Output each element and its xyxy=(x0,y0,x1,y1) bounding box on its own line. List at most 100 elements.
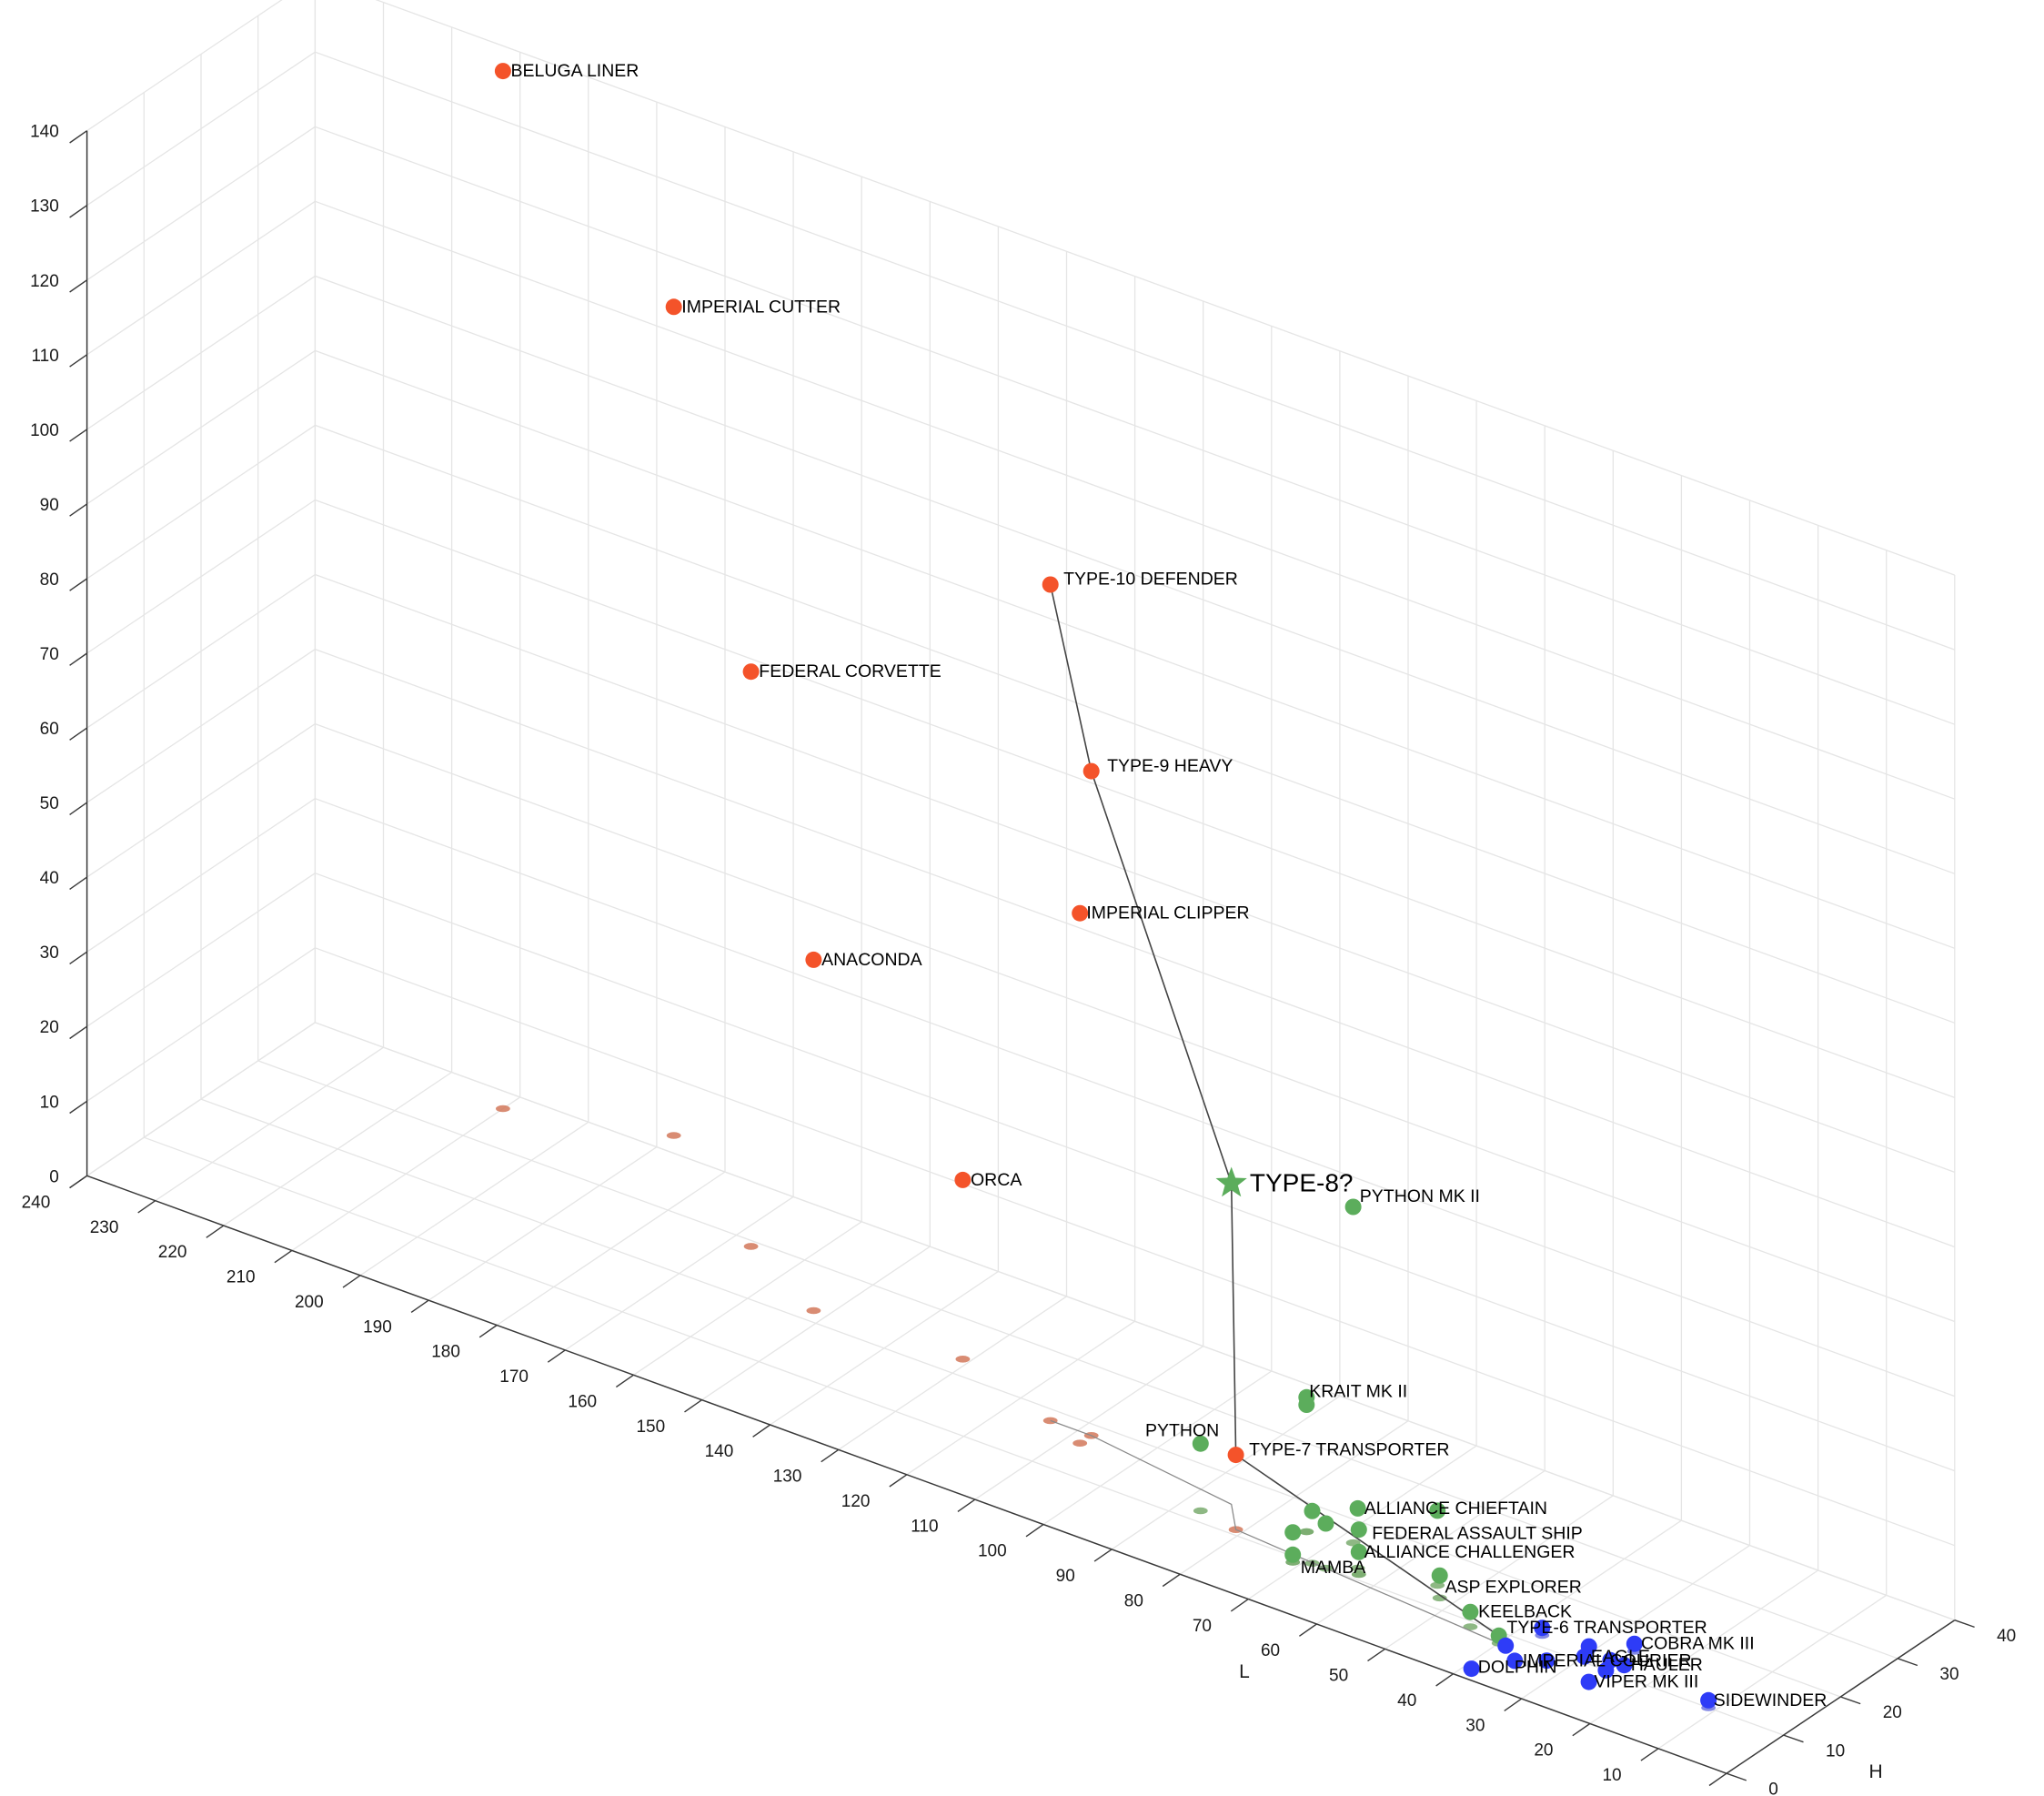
data-point xyxy=(1350,1521,1367,1539)
l-axis-tick-label: 180 xyxy=(431,1343,460,1362)
data-point xyxy=(1344,1198,1362,1216)
point-label-layer: BELUGA LINER IMPERIAL CUTTER FEDERAL CORVE… xyxy=(511,61,1828,1710)
gridline-side-w xyxy=(86,947,316,1102)
w-axis-tick xyxy=(69,578,87,591)
data-point xyxy=(1284,1524,1302,1541)
l-axis-tick xyxy=(1504,1698,1523,1711)
floor-shadow xyxy=(955,1356,971,1363)
l-axis-tick-label: 90 xyxy=(1056,1567,1075,1586)
point-label: ALLIANCE CHIEFTAIN xyxy=(1364,1498,1547,1519)
l-axis-tick-label: 60 xyxy=(1261,1641,1280,1660)
point-label: PYTHON MK II xyxy=(1360,1186,1480,1206)
l-axis-tick xyxy=(957,1498,976,1512)
data-point xyxy=(494,63,511,80)
floor-shadow xyxy=(1463,1623,1478,1630)
data-point xyxy=(1304,1502,1321,1519)
gridline-back-w xyxy=(315,51,1956,651)
point-label: IMPERIAL COURIER xyxy=(1523,1650,1692,1670)
data-point xyxy=(1462,1603,1479,1620)
w-axis-tick-label: 60 xyxy=(40,720,59,739)
point-label: TYPE-9 HEAVY xyxy=(1107,756,1233,776)
gridline-floor-h xyxy=(200,1098,1841,1698)
l-axis-tick-label: 220 xyxy=(158,1243,187,1262)
l-axis-tick-label: 80 xyxy=(1124,1591,1143,1610)
data-point xyxy=(742,663,760,681)
point-label: HAULER xyxy=(1631,1655,1703,1675)
l-axis-tick xyxy=(1708,1772,1727,1787)
w-axis-tick xyxy=(69,1025,88,1040)
h-axis-tick xyxy=(1783,1734,1804,1743)
l-axis-tick xyxy=(342,1275,361,1288)
gridline-back-w xyxy=(315,349,1956,949)
w-axis-tick-label: 100 xyxy=(30,421,59,440)
l-axis-tick-label: 30 xyxy=(1465,1716,1485,1735)
w-axis-tick-label: 10 xyxy=(40,1093,59,1112)
gridline-side-w xyxy=(86,51,316,207)
point-label: ALLIANCE CHALLENGER xyxy=(1364,1542,1576,1562)
w-axis-tick-label: 110 xyxy=(32,347,59,366)
point-label: SIDEWINDER xyxy=(1714,1690,1828,1710)
l-axis-tick xyxy=(889,1474,908,1488)
gridline-side-w xyxy=(86,0,283,132)
data-point xyxy=(1072,904,1089,922)
h-axis-tick-label: 20 xyxy=(1883,1703,1902,1722)
h-axis-tick xyxy=(1954,1619,1975,1629)
w-axis-tick xyxy=(69,1100,87,1115)
trend-line xyxy=(1049,584,1500,1637)
l-axis-tick-label: 200 xyxy=(295,1293,324,1312)
l-axis-tick xyxy=(1162,1573,1181,1588)
gridline-back-w xyxy=(315,873,1956,1472)
data-point xyxy=(1616,1657,1633,1674)
l-axis-tick-label: 120 xyxy=(841,1492,871,1511)
data-point xyxy=(954,1171,972,1188)
gridline-side-w xyxy=(86,873,316,1027)
w-axis-tick xyxy=(69,951,87,964)
w-axis-tick-label: 130 xyxy=(30,197,59,217)
data-point xyxy=(665,298,682,316)
data-point xyxy=(1082,762,1100,780)
point-label: TYPE-6 TRANSPORTER xyxy=(1506,1618,1707,1638)
floor-shadow xyxy=(1351,1570,1366,1579)
w-axis-title: W xyxy=(0,566,1,584)
point-label: TYPE-10 DEFENDER xyxy=(1063,570,1238,590)
point-label: IMPERIAL CUTTER xyxy=(681,297,841,317)
data-point xyxy=(1317,1515,1334,1532)
l-axis-tick xyxy=(752,1424,771,1438)
l-axis-title: L xyxy=(1239,1661,1250,1682)
gridline-back-w xyxy=(315,947,1956,1547)
point-label: MAMBA xyxy=(1301,1558,1366,1578)
l-axis-tick xyxy=(1640,1748,1659,1761)
data-point xyxy=(1350,1543,1367,1560)
data-point xyxy=(1463,1660,1480,1678)
point-label: FEDERAL ASSAULT SHIP xyxy=(1372,1524,1583,1544)
point-label: FEDERAL CORVETTE xyxy=(759,661,941,681)
gridline-floor-h xyxy=(144,1136,1784,1736)
gridline-side-w xyxy=(86,573,316,729)
axes-layer: 1020304050607080901001101201301401501601… xyxy=(0,123,2016,1796)
gridline-side-w xyxy=(86,649,316,803)
l-axis-tick-label: 230 xyxy=(90,1218,119,1237)
gridline-side-w xyxy=(86,126,316,281)
data-point xyxy=(1534,1619,1551,1637)
data-point xyxy=(805,951,822,968)
gridline-floor-h xyxy=(315,1022,1956,1621)
point-label: KRAIT MK II xyxy=(1309,1382,1407,1402)
data-point xyxy=(1580,1673,1597,1690)
w-axis-tick xyxy=(69,279,87,293)
gridline-back-w xyxy=(315,648,1956,1248)
l-axis-tick xyxy=(547,1349,566,1363)
floor-shadow xyxy=(496,1105,510,1113)
w-axis-tick xyxy=(69,130,88,144)
data-point xyxy=(1284,1546,1302,1563)
data-point xyxy=(1429,1502,1446,1519)
data-point xyxy=(1597,1661,1615,1679)
h-axis-tick xyxy=(1840,1696,1861,1705)
l-axis-tick xyxy=(137,1200,156,1214)
floor-shadow xyxy=(1432,1594,1447,1602)
point-label: VIPER MK III xyxy=(1594,1672,1698,1692)
h-axis-tick xyxy=(1726,1772,1747,1781)
gridline-back-w xyxy=(315,424,1956,1024)
data-point xyxy=(1298,1388,1315,1406)
w-axis-tick-label: 30 xyxy=(40,943,59,963)
